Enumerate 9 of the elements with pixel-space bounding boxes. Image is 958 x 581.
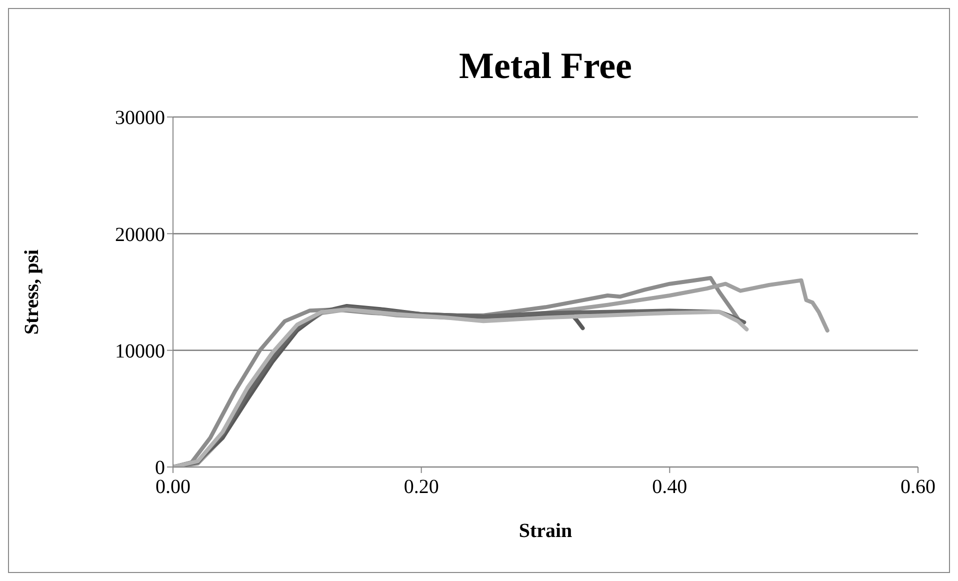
y-tick-label: 20000 — [115, 224, 165, 246]
x-tick-label: 0.60 — [900, 476, 936, 498]
x-tick-label: 0.20 — [404, 476, 439, 498]
x-axis-title: Strain — [518, 520, 572, 542]
chart-title: Metal Free — [458, 45, 633, 88]
y-tick-label: 30000 — [115, 107, 165, 130]
y-tick-label: 10000 — [115, 340, 165, 362]
x-tick-label: 0.40 — [652, 476, 688, 498]
y-axis-title: Stress, psi — [21, 248, 44, 335]
